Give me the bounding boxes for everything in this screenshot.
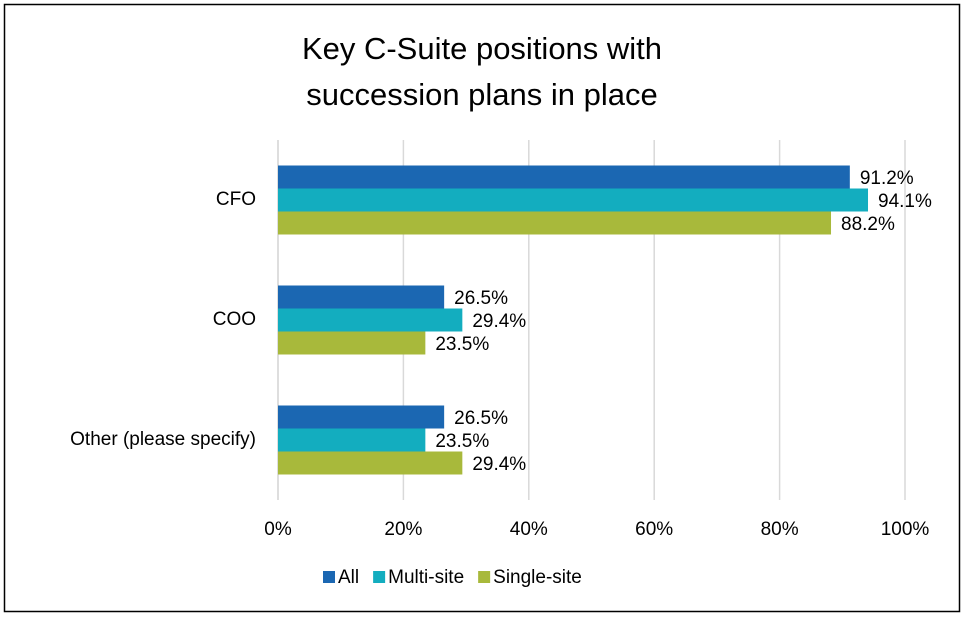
y-tick-label: Other (please specify) — [70, 429, 256, 450]
value-label: 94.1% — [878, 191, 932, 212]
legend-label: Single-site — [493, 567, 582, 588]
frame-border — [3, 3, 961, 613]
bar — [278, 428, 426, 452]
value-label: 23.5% — [435, 431, 489, 452]
legend-swatch — [478, 571, 491, 583]
bar — [278, 331, 426, 355]
bar — [278, 165, 850, 189]
y-tick-label: COO — [213, 309, 256, 330]
value-label: 29.4% — [472, 311, 526, 332]
bar — [278, 405, 445, 429]
value-label: 29.4% — [472, 454, 526, 475]
x-tick-label: 80% — [761, 519, 799, 540]
value-label: 91.2% — [860, 168, 914, 189]
x-tick-label: 20% — [384, 519, 422, 540]
bar — [278, 308, 463, 332]
legend-swatch — [323, 571, 335, 583]
bar — [278, 285, 445, 309]
x-tick-label: 60% — [635, 519, 673, 540]
x-tick-label: 100% — [881, 519, 930, 540]
value-label: 26.5% — [454, 288, 508, 309]
bar — [278, 451, 463, 475]
x-tick-label: 40% — [510, 519, 548, 540]
chart-title: Key C-Suite positions with succession pl… — [301, 31, 663, 112]
value-label: 88.2% — [841, 214, 895, 235]
legend-swatch — [373, 571, 386, 583]
legend-label: Multi-site — [388, 567, 464, 588]
x-tick-label: 0% — [264, 519, 292, 540]
bar — [278, 188, 869, 212]
legend-label: All — [338, 567, 359, 588]
value-label: 26.5% — [454, 408, 508, 429]
value-label: 23.5% — [435, 334, 489, 355]
y-tick-label: CFO — [216, 189, 256, 210]
bar — [278, 211, 832, 235]
